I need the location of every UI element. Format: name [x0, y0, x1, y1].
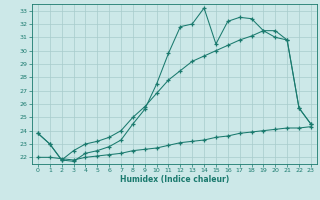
X-axis label: Humidex (Indice chaleur): Humidex (Indice chaleur)	[120, 175, 229, 184]
